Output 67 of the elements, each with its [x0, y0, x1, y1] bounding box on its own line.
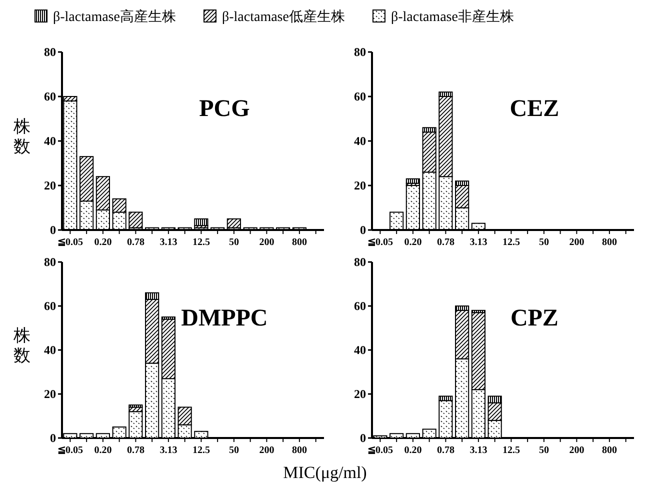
- y-tick-label: 80: [354, 45, 366, 59]
- bar: [128, 404, 143, 408]
- y-tick-label: 60: [354, 90, 366, 104]
- x-tick-label: 50: [228, 237, 239, 248]
- x-tick-label: 0.20: [94, 445, 112, 456]
- legend-label: β-lactamase非産生株: [390, 9, 514, 25]
- x-tick-label: 200: [569, 445, 584, 456]
- y-tick-label: 0: [50, 431, 56, 445]
- x-tick-label: 50: [228, 445, 239, 456]
- y-tick-label: 20: [44, 178, 56, 192]
- y-tick-label: 0: [360, 223, 366, 237]
- bar: [226, 218, 241, 228]
- x-tick-label: 50: [538, 237, 549, 248]
- y-axis-title: 株数: [12, 326, 30, 365]
- x-tick-label: 12.5: [192, 237, 210, 248]
- x-tick-label: 200: [259, 445, 274, 456]
- x-tick-label: 800: [292, 445, 307, 456]
- x-tick-label: 12.5: [502, 237, 520, 248]
- bar: [194, 218, 208, 226]
- x-tick-label: 200: [569, 237, 584, 248]
- x-tick-label: 0.20: [404, 237, 422, 248]
- x-tick-label: 3.13: [470, 445, 488, 456]
- x-tick-label: 800: [292, 237, 307, 248]
- x-tick-label: ≦0.05: [57, 237, 83, 248]
- x-tick-label: 3.13: [470, 237, 488, 248]
- y-tick-label: 40: [354, 134, 366, 148]
- y-tick-label: 0: [50, 223, 56, 237]
- y-tick-label: 40: [44, 134, 56, 148]
- x-tick-label: 0.78: [436, 237, 454, 248]
- legend-label: β-lactamase高産生株: [53, 9, 176, 25]
- x-tick-label: 0.78: [436, 445, 454, 456]
- x-tick-label: ≦0.05: [57, 445, 83, 456]
- x-tick-label: 0.20: [94, 237, 112, 248]
- x-tick-label: 200: [259, 237, 274, 248]
- y-tick-label: 40: [354, 343, 366, 357]
- y-tick-label: 80: [44, 45, 56, 59]
- x-axis-title: MIC(μg/ml): [283, 463, 367, 482]
- text: PCG: [199, 96, 250, 122]
- x-tick-label: 50: [538, 445, 549, 456]
- text: CPZ: [510, 305, 558, 332]
- bar: [128, 212, 143, 228]
- legend-label: β-lactamase低産生株: [222, 9, 345, 25]
- y-tick-label: 20: [354, 387, 366, 401]
- x-tick-label: 12.5: [502, 445, 520, 456]
- x-tick-label: 0.78: [126, 445, 144, 456]
- y-tick-label: 80: [354, 255, 366, 269]
- y-tick-label: 20: [44, 387, 56, 401]
- y-axis-title: 株数: [12, 117, 30, 156]
- y-tick-label: 60: [354, 299, 366, 313]
- y-tick-label: 40: [44, 343, 56, 357]
- bar: [406, 178, 420, 184]
- x-tick-label: 3.13: [160, 237, 178, 248]
- x-tick-label: 800: [602, 445, 617, 456]
- x-tick-label: 0.78: [126, 237, 144, 248]
- y-tick-label: 60: [44, 299, 56, 313]
- x-tick-label: ≦0.05: [367, 445, 393, 456]
- y-tick-label: 80: [44, 255, 56, 269]
- text: DMPPC: [181, 305, 268, 332]
- x-tick-label: 3.13: [160, 445, 178, 456]
- x-tick-label: 12.5: [192, 445, 210, 456]
- y-tick-label: 60: [44, 90, 56, 104]
- text: CEZ: [510, 96, 560, 122]
- x-tick-label: ≦0.05: [367, 237, 393, 248]
- x-tick-label: 800: [602, 237, 617, 248]
- y-tick-label: 20: [354, 178, 366, 192]
- y-tick-label: 0: [360, 431, 366, 445]
- x-tick-label: 0.20: [404, 445, 422, 456]
